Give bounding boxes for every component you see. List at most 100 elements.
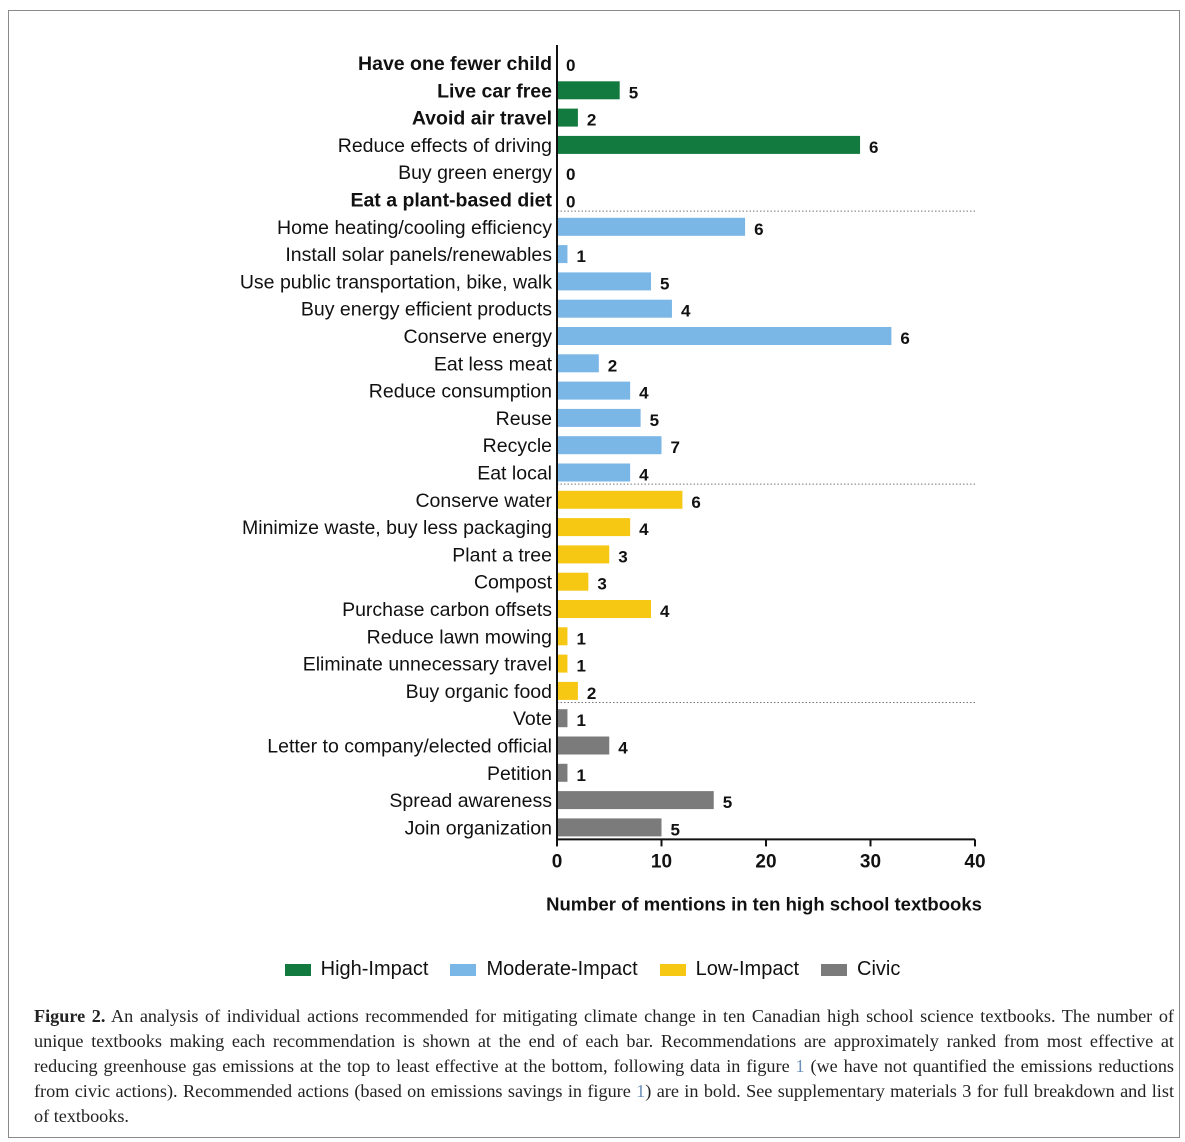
bar-count-label: 2 xyxy=(587,684,596,703)
bar xyxy=(557,245,568,264)
bar-count-label: 3 xyxy=(618,547,627,566)
category-label: Spread awareness xyxy=(389,790,552,812)
bar-count-label: 7 xyxy=(671,438,680,457)
caption-label: Figure 2. xyxy=(34,1006,106,1026)
caption-text-3: ) are in bold. See supplementary materia… xyxy=(34,1081,1174,1126)
bar xyxy=(557,763,568,782)
bar-count-label: 6 xyxy=(691,493,700,512)
bar xyxy=(557,572,589,591)
bar xyxy=(557,408,641,427)
category-label: Plant a tree xyxy=(452,544,552,566)
bar-count-label: 1 xyxy=(576,657,585,676)
bar-count-label: 5 xyxy=(629,83,638,102)
category-label: Minimize waste, buy less packaging xyxy=(242,517,552,539)
legend-item: Low-Impact xyxy=(659,958,799,981)
x-tick-label: 0 xyxy=(552,851,563,872)
category-label: Letter to company/elected official xyxy=(267,736,552,758)
category-label: Reduce lawn mowing xyxy=(367,626,552,648)
legend-label: Low-Impact xyxy=(695,958,799,980)
bar xyxy=(557,627,568,646)
bar-count-label: 6 xyxy=(900,329,909,348)
bar-count-label: 1 xyxy=(576,766,585,785)
bar-count-label: 1 xyxy=(576,711,585,730)
category-label: Vote xyxy=(513,708,552,730)
bar xyxy=(557,791,714,810)
x-tick-label: 10 xyxy=(651,851,672,872)
x-tick-label: 40 xyxy=(964,851,985,872)
bar-chart: Have one fewer child 0 Live car free 5 Avoid… xyxy=(240,45,986,914)
bar xyxy=(557,108,578,127)
bar xyxy=(557,545,610,564)
bar-count-label: 2 xyxy=(608,356,617,375)
legend-label: High-Impact xyxy=(320,958,429,980)
bar-count-label: 5 xyxy=(660,274,669,293)
bar xyxy=(557,381,631,400)
bar-count-label: 6 xyxy=(754,220,763,239)
bar xyxy=(557,518,631,537)
legend-swatch xyxy=(284,963,311,976)
bar-count-label: 0 xyxy=(566,56,575,75)
bar xyxy=(557,681,578,700)
category-label: Install solar panels/renewables xyxy=(285,244,552,266)
category-label: Conserve water xyxy=(415,490,552,512)
bar xyxy=(557,818,662,837)
category-label: Reuse xyxy=(496,408,552,430)
category-label: Join organization xyxy=(405,817,552,839)
bar-count-label: 4 xyxy=(660,602,670,621)
bar-count-label: 1 xyxy=(576,247,585,266)
category-label: Reduce consumption xyxy=(369,381,552,403)
x-tick-label: 20 xyxy=(755,851,776,872)
category-label: Avoid air travel xyxy=(412,108,552,130)
bar xyxy=(557,709,568,728)
legend-label: Moderate-Impact xyxy=(486,958,638,980)
bar-count-label: 4 xyxy=(639,384,649,403)
figure-frame xyxy=(8,10,1180,1138)
category-label: Petition xyxy=(487,763,552,785)
category-label: Buy organic food xyxy=(406,681,552,703)
bar xyxy=(557,490,683,509)
bar xyxy=(557,327,892,345)
category-label: Buy green energy xyxy=(398,162,552,184)
bar-count-label: 4 xyxy=(681,302,691,321)
bar-count-label: 0 xyxy=(566,165,575,184)
bar-count-label: 1 xyxy=(576,629,585,648)
bar-count-label: 3 xyxy=(597,575,606,594)
caption-figure-ref-2[interactable]: 1 xyxy=(636,1081,646,1101)
legend-swatch xyxy=(450,963,477,976)
caption-text-2: (we have not quantified the emissions re… xyxy=(34,1056,1174,1101)
category-label: Recycle xyxy=(483,435,552,457)
chart-legend: High-Impact Moderate-Impact Low-Impact Civi… xyxy=(0,958,1185,981)
bar-count-label: 5 xyxy=(650,411,659,430)
legend-swatch xyxy=(659,963,686,976)
legend-item: Civic xyxy=(821,958,900,981)
legend-label: Civic xyxy=(857,958,901,980)
category-label: Purchase carbon offsets xyxy=(342,599,552,621)
bar xyxy=(557,654,568,673)
category-label: Conserve energy xyxy=(404,326,553,348)
bar xyxy=(557,600,652,618)
category-label: Compost xyxy=(474,572,553,594)
category-label: Home heating/cooling efficiency xyxy=(277,217,552,239)
bar-count-label: 0 xyxy=(566,193,575,212)
bar xyxy=(557,272,652,291)
category-label: Use public transportation, bike, walk xyxy=(240,271,552,293)
bar xyxy=(557,135,861,154)
bar-count-label: 4 xyxy=(618,739,628,758)
bar xyxy=(557,736,610,755)
category-label: Eliminate unnecessary travel xyxy=(303,654,552,676)
bar-count-label: 4 xyxy=(639,466,649,485)
x-axis-title: Number of mentions in ten high school te… xyxy=(546,893,982,914)
category-label: Eat a plant-based diet xyxy=(350,190,552,212)
bar xyxy=(557,299,672,318)
bar-count-label: 5 xyxy=(723,793,732,812)
category-label: Have one fewer child xyxy=(358,53,552,75)
legend-item: High-Impact xyxy=(284,958,429,981)
category-label: Eat less meat xyxy=(434,353,553,375)
bar-count-label: 4 xyxy=(639,520,649,539)
category-label: Live car free xyxy=(437,80,552,102)
bar xyxy=(557,463,631,482)
caption-figure-ref-1[interactable]: 1 xyxy=(795,1056,805,1076)
x-tick-label: 30 xyxy=(860,851,881,872)
category-label: Reduce effects of driving xyxy=(338,135,552,157)
bar xyxy=(557,436,662,455)
